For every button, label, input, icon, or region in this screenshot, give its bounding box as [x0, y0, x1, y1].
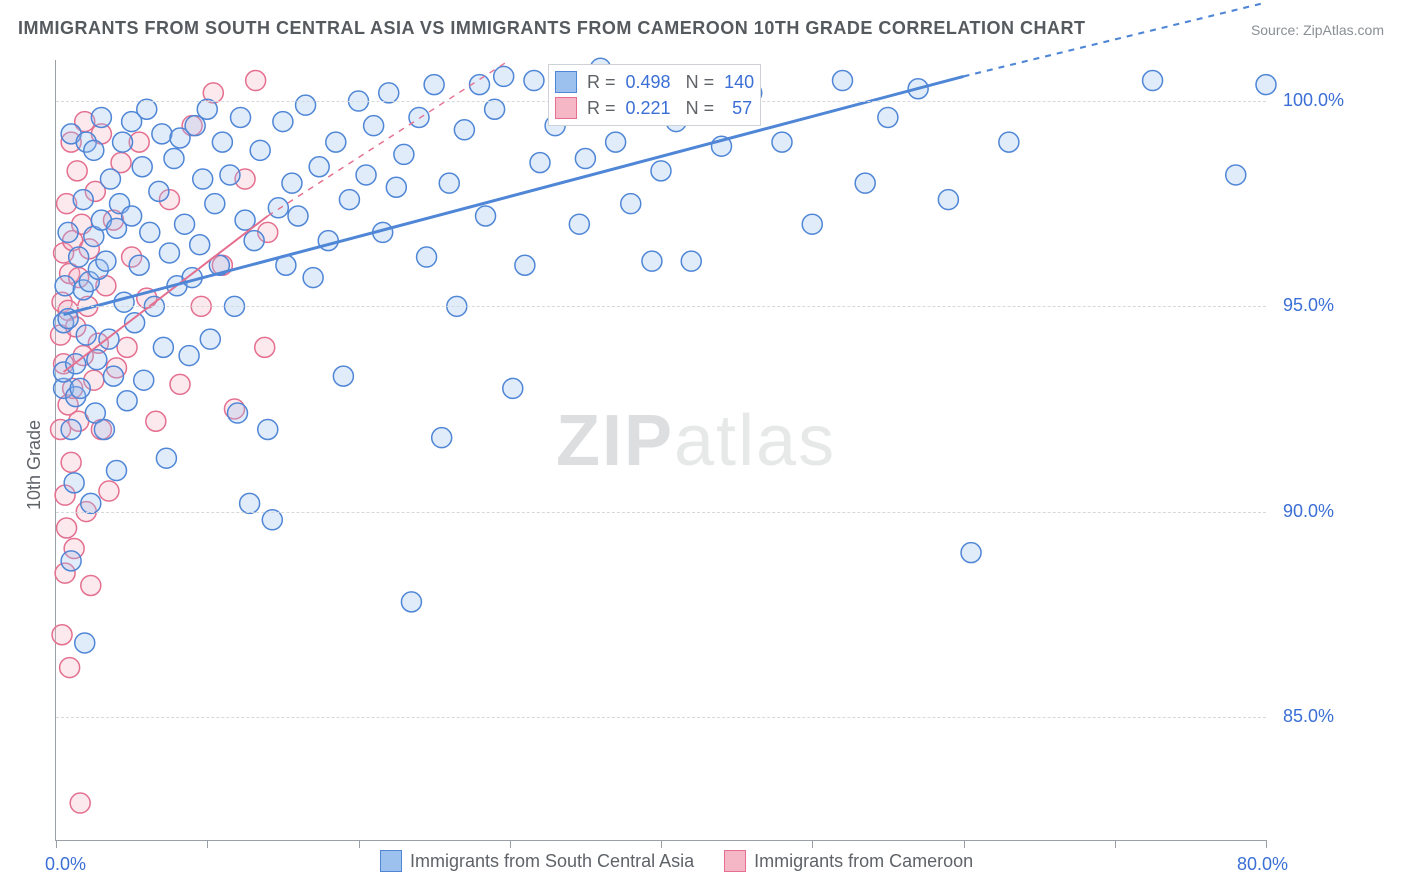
stat-r-label: R = [587, 95, 616, 121]
y-axis-label: 10th Grade [24, 420, 45, 510]
source-label: Source: ZipAtlas.com [1251, 22, 1384, 38]
xtick-label: 0.0% [45, 854, 86, 875]
xtick [56, 840, 57, 848]
swatch-asia [555, 71, 577, 93]
gridline [56, 717, 1266, 718]
chart-svg [56, 60, 1266, 840]
stat-n-asia: 140 [724, 69, 754, 95]
swatch-cameroon [555, 97, 577, 119]
swatch-cameroon [724, 850, 746, 872]
stat-n-label: N = [681, 69, 715, 95]
legend-label-cameroon: Immigrants from Cameroon [754, 851, 973, 872]
xtick-label: 80.0% [1237, 854, 1288, 875]
legend-item-asia: Immigrants from South Central Asia [380, 850, 694, 872]
legend-item-cameroon: Immigrants from Cameroon [724, 850, 973, 872]
ytick-label: 100.0% [1283, 90, 1344, 111]
bottom-legend: Immigrants from South Central Asia Immig… [380, 850, 973, 872]
ytick-label: 90.0% [1283, 501, 1334, 522]
ytick-label: 95.0% [1283, 295, 1334, 316]
stats-row-cameroon: R = 0.221 N = 57 [555, 95, 754, 121]
legend-label-asia: Immigrants from South Central Asia [410, 851, 694, 872]
stat-n-label: N = [681, 95, 715, 121]
gridline [56, 512, 1266, 513]
stat-r-cameroon: 0.221 [626, 95, 671, 121]
xtick [359, 840, 360, 848]
stats-legend-box: R = 0.498 N = 140 R = 0.221 N = 57 [548, 64, 761, 126]
chart-title: IMMIGRANTS FROM SOUTH CENTRAL ASIA VS IM… [18, 18, 1085, 39]
xtick [812, 840, 813, 848]
gridline [56, 306, 1266, 307]
plot-area: ZIPatlas [55, 60, 1266, 841]
ytick-label: 85.0% [1283, 706, 1334, 727]
xtick [510, 840, 511, 848]
xtick [1115, 840, 1116, 848]
swatch-asia [380, 850, 402, 872]
stat-n-cameroon: 57 [724, 95, 752, 121]
xtick [661, 840, 662, 848]
xtick [964, 840, 965, 848]
stat-r-label: R = [587, 69, 616, 95]
xtick [207, 840, 208, 848]
stats-row-asia: R = 0.498 N = 140 [555, 69, 754, 95]
xtick [1266, 840, 1267, 848]
stat-r-asia: 0.498 [626, 69, 671, 95]
